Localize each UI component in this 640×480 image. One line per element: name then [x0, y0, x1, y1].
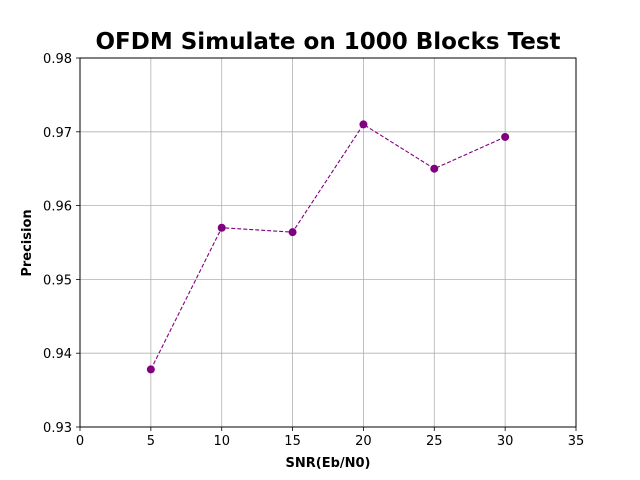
y-tick-label: 0.93: [43, 421, 72, 436]
data-point: [146, 365, 155, 374]
plot-frame: [79, 57, 577, 428]
y-tick-label: 0.96: [43, 200, 72, 215]
x-tick-label: 10: [213, 434, 230, 449]
x-tick-label: 25: [426, 434, 443, 449]
x-tick-label: 0: [76, 434, 84, 449]
x-tick-label: 20: [355, 434, 372, 449]
series-layer: [146, 120, 510, 374]
chart-title: OFDM Simulate on 1000 Blocks Test: [95, 29, 560, 55]
data-point: [288, 228, 297, 237]
y-tick-label: 0.95: [43, 273, 72, 288]
y-tick-label: 0.98: [43, 52, 72, 67]
x-tick-label: 35: [568, 434, 585, 449]
data-point: [359, 120, 368, 129]
x-axis-label: SNR(Eb/N0): [286, 456, 371, 471]
x-tick-label: 30: [497, 434, 514, 449]
y-tick-label: 0.97: [43, 126, 72, 141]
axis-ticks: 0 5 10 15 20 25 30 35 0.93 0.94 0.95 0.96 0.97 0.98: [43, 52, 584, 449]
x-tick-label: 15: [284, 434, 301, 449]
series-line: [150, 123, 506, 370]
x-tick-label: 5: [147, 434, 155, 449]
y-axis-label: Precision: [20, 209, 35, 276]
data-point: [430, 164, 439, 173]
data-point: [217, 223, 226, 232]
y-tick-label: 0.94: [43, 347, 72, 362]
data-point: [501, 132, 510, 141]
